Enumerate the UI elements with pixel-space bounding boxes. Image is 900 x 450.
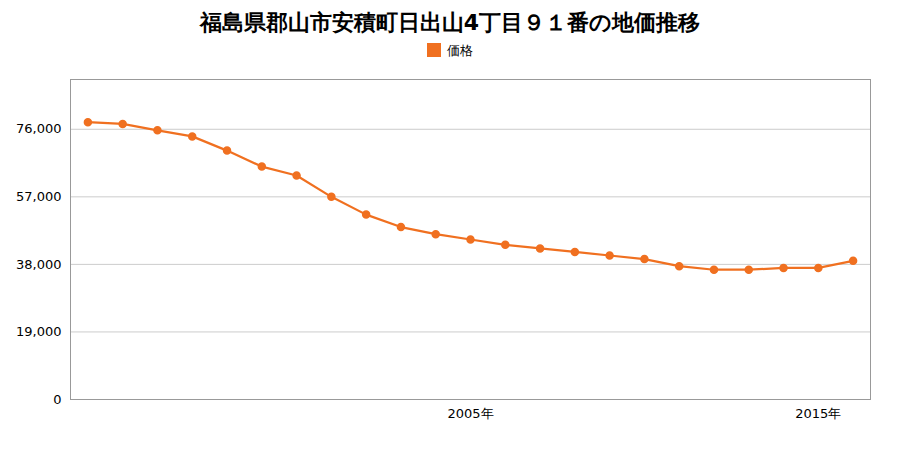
svg-text:2015年: 2015年 [795,406,841,421]
svg-text:76,000: 76,000 [16,121,62,136]
svg-text:0: 0 [53,392,61,407]
svg-text:57,000: 57,000 [16,189,62,204]
svg-text:2005年: 2005年 [447,406,493,421]
html-text:価格: 価格 [447,43,473,58]
svg-text:19,000: 19,000 [16,324,62,339]
svg-text:38,000: 38,000 [16,257,62,272]
html-text:福島県郡山市安積町日出山4丁目９１番の地価推移: 福島県郡山市安積町日出山4丁目９１番の地価推移 [199,10,701,35]
